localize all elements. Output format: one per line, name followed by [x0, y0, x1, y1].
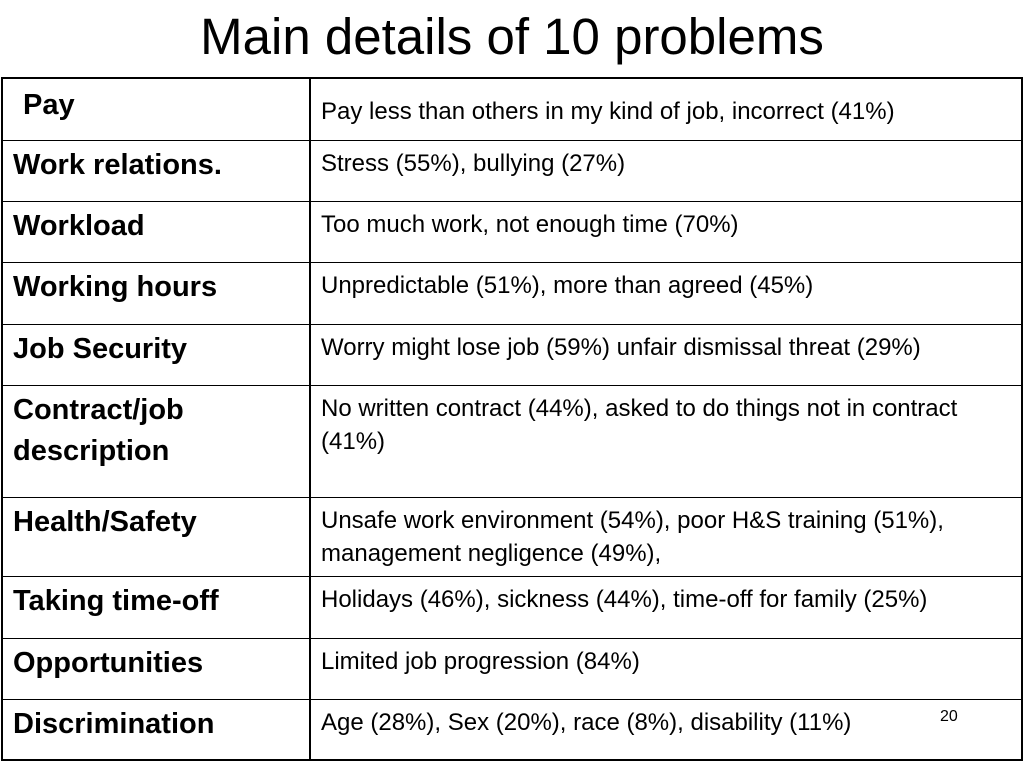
details-cell: Unsafe work environment (54%), poor H&S …	[309, 496, 1023, 577]
details-cell: No written contract (44%), asked to do t…	[309, 384, 1023, 498]
details-cell: Limited job progression (84%)	[309, 637, 1023, 700]
slide-number: 20	[940, 708, 958, 725]
category-cell: Pay	[1, 77, 311, 141]
category-cell: Job Security	[1, 323, 311, 386]
category-cell: Opportunities	[1, 637, 311, 700]
table-row: Discrimination Age (28%), Sex (20%), rac…	[1, 698, 1023, 761]
table-row: Opportunities Limited job progression (8…	[1, 637, 1023, 700]
table-row: Working hours Unpredictable (51%), more …	[1, 261, 1023, 325]
category-cell: Workload	[1, 200, 311, 263]
details-cell: Holidays (46%), sickness (44%), time-off…	[309, 575, 1023, 639]
category-cell: Contract/job description	[1, 384, 311, 498]
slide-title: Main details of 10 problems	[200, 8, 824, 65]
details-cell: Too much work, not enough time (70%)	[309, 200, 1023, 263]
category-cell: Health/Safety	[1, 496, 311, 577]
details-cell: Unpredictable (51%), more than agreed (4…	[309, 261, 1023, 325]
table-row: Taking time-off Holidays (46%), sickness…	[1, 575, 1023, 639]
details-cell: Stress (55%), bullying (27%)	[309, 139, 1023, 202]
table-row: Health/Safety Unsafe work environment (5…	[1, 496, 1023, 577]
category-cell: Discrimination	[1, 698, 311, 761]
details-cell: Pay less than others in my kind of job, …	[309, 77, 1023, 141]
table-row: Work relations. Stress (55%), bullying (…	[1, 139, 1023, 202]
table-row: Workload Too much work, not enough time …	[1, 200, 1023, 263]
table-row: Job Security Worry might lose job (59%) …	[1, 323, 1023, 386]
problems-table: Pay Pay less than others in my kind of j…	[1, 77, 1023, 761]
table-row: Pay Pay less than others in my kind of j…	[1, 77, 1023, 141]
category-cell: Work relations.	[1, 139, 311, 202]
table-row: Contract/job description No written cont…	[1, 384, 1023, 498]
details-cell: Age (28%), Sex (20%), race (8%), disabil…	[309, 698, 1023, 761]
category-cell: Taking time-off	[1, 575, 311, 639]
details-cell: Worry might lose job (59%) unfair dismis…	[309, 323, 1023, 386]
category-cell: Working hours	[1, 261, 311, 325]
